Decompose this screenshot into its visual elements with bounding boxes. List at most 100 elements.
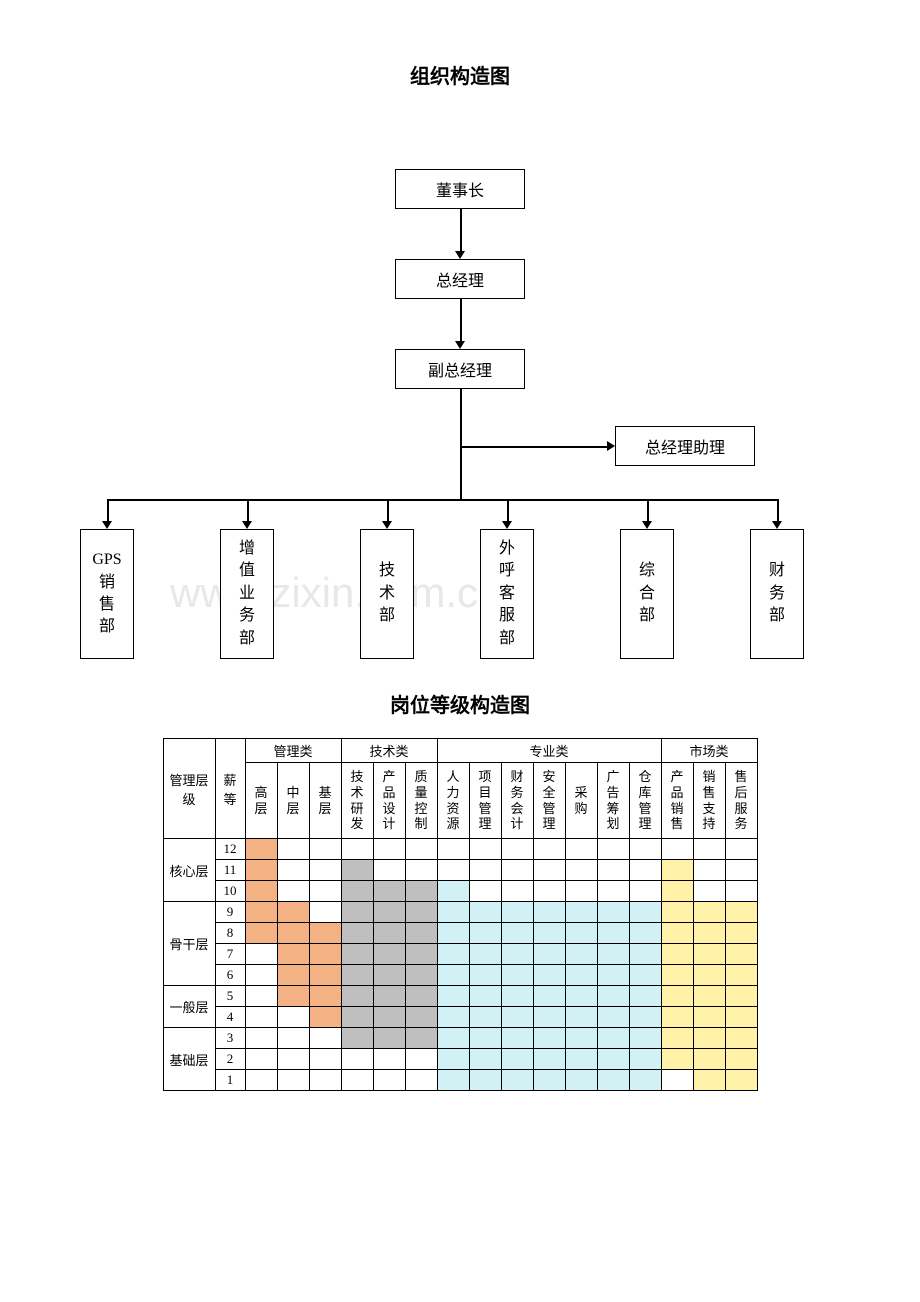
arrow-down-icon	[242, 521, 252, 529]
cell-data	[725, 881, 757, 902]
cell-data	[693, 902, 725, 923]
cell-data	[693, 944, 725, 965]
cell-data	[405, 1049, 437, 1070]
cell-data	[565, 1049, 597, 1070]
cell-data	[693, 923, 725, 944]
cell-grade: 1	[215, 1070, 245, 1091]
cell-data	[533, 902, 565, 923]
cell-grade: 3	[215, 1028, 245, 1049]
cell-data	[373, 902, 405, 923]
org-line	[247, 499, 249, 521]
cell-data	[373, 1007, 405, 1028]
cell-data	[437, 902, 469, 923]
th-col: 项目管理	[469, 763, 501, 839]
cell-data	[597, 944, 629, 965]
cell-data	[565, 1070, 597, 1091]
org-line	[460, 446, 607, 448]
cell-data	[533, 1028, 565, 1049]
cell-data	[309, 902, 341, 923]
cell-data	[533, 1049, 565, 1070]
cell-data	[469, 965, 501, 986]
cell-data	[597, 839, 629, 860]
cell-data	[501, 1007, 533, 1028]
cell-data	[725, 1049, 757, 1070]
th-group: 专业类	[437, 739, 661, 763]
cell-data	[277, 965, 309, 986]
cell-data	[341, 986, 373, 1007]
cell-data	[725, 986, 757, 1007]
cell-data	[373, 1028, 405, 1049]
cell-data	[469, 1070, 501, 1091]
cell-data	[469, 839, 501, 860]
cell-data	[277, 1049, 309, 1070]
cell-data	[533, 1007, 565, 1028]
org-node-d1: GPS销售部	[80, 529, 134, 659]
cell-data	[661, 902, 693, 923]
org-line	[647, 499, 649, 521]
org-line	[507, 499, 509, 521]
cell-grade: 10	[215, 881, 245, 902]
cell-data	[309, 839, 341, 860]
cell-data	[277, 881, 309, 902]
org-chart: www.zixin.com.cn 董事长总经理副总经理总经理助理GPS销售部增值…	[50, 109, 870, 669]
cell-data	[565, 839, 597, 860]
cell-data	[309, 1028, 341, 1049]
th-group: 技术类	[341, 739, 437, 763]
cell-data	[725, 839, 757, 860]
cell-data	[629, 1028, 661, 1049]
cell-data	[725, 1007, 757, 1028]
cell-data	[245, 1028, 277, 1049]
cell-grade: 9	[215, 902, 245, 923]
cell-data	[309, 986, 341, 1007]
cell-data	[501, 1049, 533, 1070]
cell-data	[245, 965, 277, 986]
cell-grade: 11	[215, 860, 245, 881]
cell-data	[437, 1049, 469, 1070]
cell-data	[245, 1007, 277, 1028]
cell-data	[277, 986, 309, 1007]
org-line	[107, 499, 109, 521]
cell-data	[405, 1007, 437, 1028]
cell-data	[437, 1070, 469, 1091]
cell-data	[309, 944, 341, 965]
cell-data	[661, 944, 693, 965]
cell-data	[533, 944, 565, 965]
th-col: 基层	[309, 763, 341, 839]
cell-data	[341, 923, 373, 944]
cell-data	[533, 881, 565, 902]
cell-data	[597, 1028, 629, 1049]
arrow-down-icon	[502, 521, 512, 529]
th-col: 采购	[565, 763, 597, 839]
cell-data	[597, 1070, 629, 1091]
org-line	[460, 299, 462, 341]
cell-data	[405, 881, 437, 902]
arrow-down-icon	[102, 521, 112, 529]
th-col: 高层	[245, 763, 277, 839]
cell-data	[405, 944, 437, 965]
cell-data	[725, 1070, 757, 1091]
cell-data	[309, 923, 341, 944]
cell-level: 基础层	[163, 1028, 215, 1091]
cell-data	[373, 965, 405, 986]
cell-data	[501, 860, 533, 881]
cell-data	[725, 1028, 757, 1049]
cell-data	[725, 944, 757, 965]
org-line	[460, 389, 462, 499]
cell-data	[373, 1049, 405, 1070]
cell-data	[277, 923, 309, 944]
cell-data	[661, 1007, 693, 1028]
org-node-d4: 外呼客服部	[480, 529, 534, 659]
cell-data	[437, 881, 469, 902]
cell-data	[469, 902, 501, 923]
cell-data	[629, 944, 661, 965]
cell-data	[661, 923, 693, 944]
cell-data	[277, 1007, 309, 1028]
arrow-down-icon	[642, 521, 652, 529]
th-col: 人力资源	[437, 763, 469, 839]
cell-data	[469, 860, 501, 881]
cell-data	[437, 1028, 469, 1049]
cell-data	[597, 860, 629, 881]
cell-data	[661, 1028, 693, 1049]
cell-grade: 5	[215, 986, 245, 1007]
arrow-down-icon	[382, 521, 392, 529]
